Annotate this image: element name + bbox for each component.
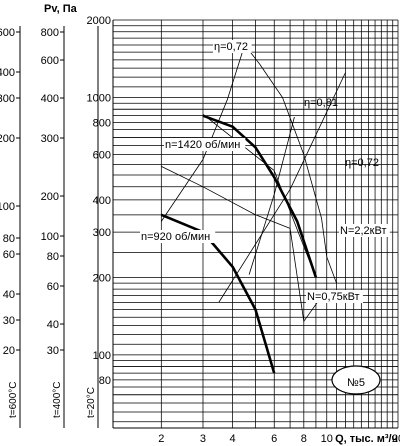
y-tick-label: 800 <box>93 117 111 129</box>
series-group <box>160 44 346 374</box>
series-line <box>202 113 317 278</box>
y-tick-label: 80 <box>99 375 111 387</box>
curve-label: n=1420 об/мин <box>165 139 240 151</box>
aux-axis-tick-label: 80 <box>47 251 59 263</box>
aux-axis-tick-label: 600 <box>41 55 59 67</box>
curve-label: η=0,72 <box>214 41 248 53</box>
annotation-background <box>140 230 216 243</box>
aux-axis-tick-label: 100 <box>0 201 15 213</box>
x-tick-label: 10 <box>321 433 333 445</box>
series-line <box>218 72 346 303</box>
x-tick-label: 20 <box>392 433 400 445</box>
y-tick-label: 600 <box>93 150 111 162</box>
aux-axis-tick-label: 600 <box>0 27 15 39</box>
annotation-background <box>213 40 252 53</box>
aux-axis-tick-label: 30 <box>3 315 15 327</box>
aux-axis-tick-label: 60 <box>3 249 15 261</box>
curve-label: n=920 об/мин <box>141 231 210 243</box>
annotation-background <box>339 224 390 237</box>
aux-axis-tick-label: 80 <box>3 233 15 245</box>
aux-axis-tick-label: 400 <box>0 67 15 79</box>
y-tick-label: 1000 <box>87 92 111 104</box>
aux-axis-tick-label: 300 <box>0 93 15 105</box>
x-tick-label: 4 <box>230 433 236 445</box>
curve-label: N=0,75кВт <box>307 291 360 303</box>
curve-label: η=0,72 <box>345 157 379 169</box>
annotations: η=0,72 η=0,81 η=0,72 n=1420 об/мин n=920 об/… <box>140 40 390 395</box>
y-tick-label: 300 <box>93 227 111 239</box>
aux-axis-tick-label: 40 <box>47 319 59 331</box>
series-line <box>202 114 318 278</box>
aux-axis-tick-label: 20 <box>3 345 15 357</box>
aux-axis-label: t=400°C <box>52 381 63 418</box>
badge-oval <box>331 365 381 395</box>
axes: 2000 1000 800 600 400 300 200 100 80 2 3 4 6 8 10 20 Pv,… <box>0 3 400 445</box>
curve-label: N=2,2кВт <box>340 225 386 237</box>
model-badge: №5 <box>347 377 365 389</box>
aux-axis-tick-label: 800 <box>41 27 59 39</box>
aux-axis-tick-label: 400 <box>41 93 59 105</box>
y-axis-title: Pv, Па <box>44 3 78 15</box>
x-tick-label: 6 <box>271 433 277 445</box>
x-tick-label: 2 <box>158 433 164 445</box>
aux-axis-tick-label: 60 <box>47 281 59 293</box>
aux-axis-tick-label: 100 <box>41 231 59 243</box>
curve-label: η=0,81 <box>304 97 338 109</box>
y-tick-label: 100 <box>93 350 111 362</box>
series-line <box>248 116 295 275</box>
series-line <box>160 44 337 284</box>
aux-axis-tick-label: 300 <box>41 133 59 145</box>
aux-axis-label: t=600°C <box>8 381 19 418</box>
y-tick-label: 200 <box>93 272 111 284</box>
series-line <box>161 166 328 322</box>
series-line <box>160 213 276 374</box>
aux-axis-tick-label: 200 <box>41 191 59 203</box>
aux-axis-tick-label: 40 <box>3 289 15 301</box>
aux-axis-label: t=20°C <box>86 387 97 418</box>
x-tick-label: 3 <box>200 433 206 445</box>
aux-axis-tick-label: 30 <box>47 345 59 357</box>
x-axis-title: Q, тыс. м³/ч <box>335 433 398 445</box>
aux-axis-tick-label: 200 <box>0 133 15 145</box>
y-tick-label: 400 <box>93 195 111 207</box>
y-tick-label: 2000 <box>87 15 111 27</box>
annotation-background <box>164 138 246 151</box>
x-tick-label: 8 <box>301 433 307 445</box>
annotation-background <box>306 290 363 303</box>
